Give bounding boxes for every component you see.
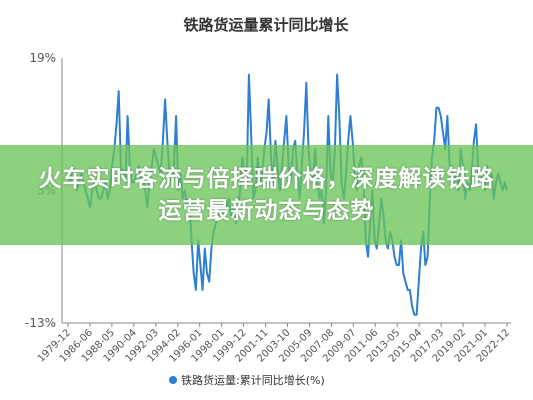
legend-label: 铁路货运量:累计同比增长(%) (181, 373, 325, 387)
chart-title: 铁路货运量累计同比增长 (183, 16, 349, 34)
x-tick-labels: 1979-121986-061988-051990-041992-031994-… (36, 323, 512, 365)
headline-banner: 火车实时客流与倍择瑞价格，深度解读铁路运营最新动态与态势 (0, 145, 533, 245)
legend-marker (169, 376, 177, 384)
y-tick-label: -13% (25, 316, 56, 330)
y-tick-label: 19% (29, 51, 56, 65)
headline-text: 火车实时客流与倍择瑞价格，深度解读铁路运营最新动态与态势 (38, 166, 495, 224)
legend: 铁路货运量:累计同比增长(%) (169, 373, 325, 387)
